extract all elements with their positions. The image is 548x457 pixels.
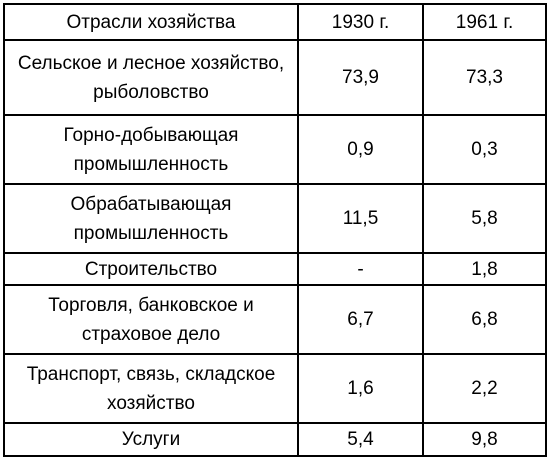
table-row: Обрабатывающая промышленность 11,5 5,8 bbox=[3, 183, 547, 254]
value-1930-cell: 5,4 bbox=[297, 422, 424, 457]
value-1961-cell: 9,8 bbox=[422, 422, 547, 457]
value-1961-cell: 1,8 bbox=[422, 252, 547, 286]
header-1961: 1961 г. bbox=[422, 3, 547, 41]
sector-cell: Обрабатывающая промышленность bbox=[3, 183, 299, 254]
table-row: Строительство - 1,8 bbox=[3, 252, 547, 286]
sector-cell: Строительство bbox=[3, 252, 299, 286]
header-1930: 1930 г. bbox=[297, 3, 424, 41]
value-1930-cell: - bbox=[297, 252, 424, 286]
table-row: Транспорт, связь, складское хозяйство 1,… bbox=[3, 353, 547, 424]
value-1961-cell: 73,3 bbox=[422, 39, 547, 116]
sector-cell: Торговля, банковское и страховое дело bbox=[3, 284, 299, 355]
sector-cell: Транспорт, связь, складское хозяйство bbox=[3, 353, 299, 424]
value-1930-cell: 1,6 bbox=[297, 353, 424, 424]
value-1930-cell: 11,5 bbox=[297, 183, 424, 254]
value-1930-cell: 6,7 bbox=[297, 284, 424, 355]
table-row: Услуги 5,4 9,8 bbox=[3, 422, 547, 457]
table-row: Сельское и лесное хозяйство, рыболовство… bbox=[3, 39, 547, 116]
sector-cell: Горно-добывающая промышленность bbox=[3, 114, 299, 185]
value-1961-cell: 0,3 bbox=[422, 114, 547, 185]
employment-by-sector-table: Отрасли хозяйства 1930 г. 1961 г. Сельск… bbox=[3, 3, 547, 457]
value-1961-cell: 6,8 bbox=[422, 284, 547, 355]
value-1930-cell: 0,9 bbox=[297, 114, 424, 185]
sector-cell: Сельское и лесное хозяйство, рыболовство bbox=[3, 39, 299, 116]
table-header-row: Отрасли хозяйства 1930 г. 1961 г. bbox=[3, 3, 547, 41]
value-1961-cell: 5,8 bbox=[422, 183, 547, 254]
table-row: Торговля, банковское и страховое дело 6,… bbox=[3, 284, 547, 355]
table-row: Горно-добывающая промышленность 0,9 0,3 bbox=[3, 114, 547, 185]
value-1961-cell: 2,2 bbox=[422, 353, 547, 424]
sector-cell: Услуги bbox=[3, 422, 299, 457]
header-sector: Отрасли хозяйства bbox=[3, 3, 299, 41]
value-1930-cell: 73,9 bbox=[297, 39, 424, 116]
